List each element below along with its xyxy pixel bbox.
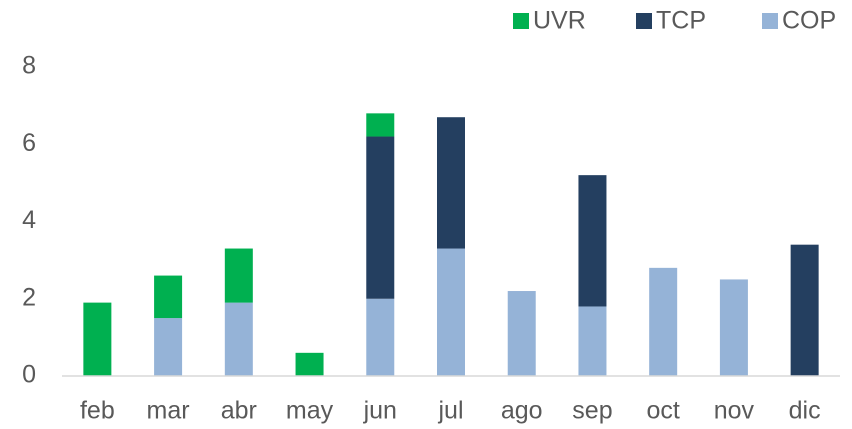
y-tick-label: 8: [22, 52, 36, 80]
x-tick-label: feb: [80, 397, 115, 425]
legend-label: UVR: [533, 7, 586, 35]
legend-swatch: [513, 13, 529, 29]
x-tick-label: jul: [437, 397, 463, 425]
x-tick-label: jun: [363, 397, 397, 425]
x-tick-label: may: [286, 397, 334, 425]
bar-segment: [719, 279, 748, 376]
bar-segment: [578, 306, 607, 376]
bar-segment: [295, 352, 324, 376]
bar-segment: [366, 113, 395, 137]
legend-label: TCP: [656, 7, 706, 35]
legend-swatch: [636, 13, 652, 29]
bar-segment: [437, 248, 465, 376]
y-tick-label: 6: [22, 129, 36, 157]
bar-segment: [649, 267, 678, 376]
bar-segment: [366, 298, 395, 376]
x-tick-label: sep: [572, 397, 612, 425]
bar-segment: [83, 302, 112, 376]
x-tick-label: oct: [647, 397, 680, 425]
bar-segment: [366, 136, 395, 299]
bar-segment: [154, 275, 183, 319]
x-tick-label: mar: [147, 397, 190, 425]
x-tick-label: dic: [789, 397, 821, 425]
x-tick-label: nov: [714, 397, 755, 425]
bar-segment: [154, 318, 183, 376]
legend-swatch: [762, 13, 778, 29]
bar-segment: [578, 175, 607, 307]
y-tick-label: 0: [22, 361, 36, 389]
legend-label: COP: [782, 7, 836, 35]
bar-segment: [507, 291, 536, 376]
y-tick-label: 4: [22, 206, 36, 234]
bar-segment: [437, 117, 465, 249]
bar-segment: [224, 302, 253, 376]
x-tick-label: abr: [221, 397, 257, 425]
y-tick-label: 2: [22, 283, 36, 311]
bar-segment: [224, 248, 253, 303]
bar-segment: [790, 244, 819, 376]
x-tick-label: ago: [501, 397, 543, 425]
